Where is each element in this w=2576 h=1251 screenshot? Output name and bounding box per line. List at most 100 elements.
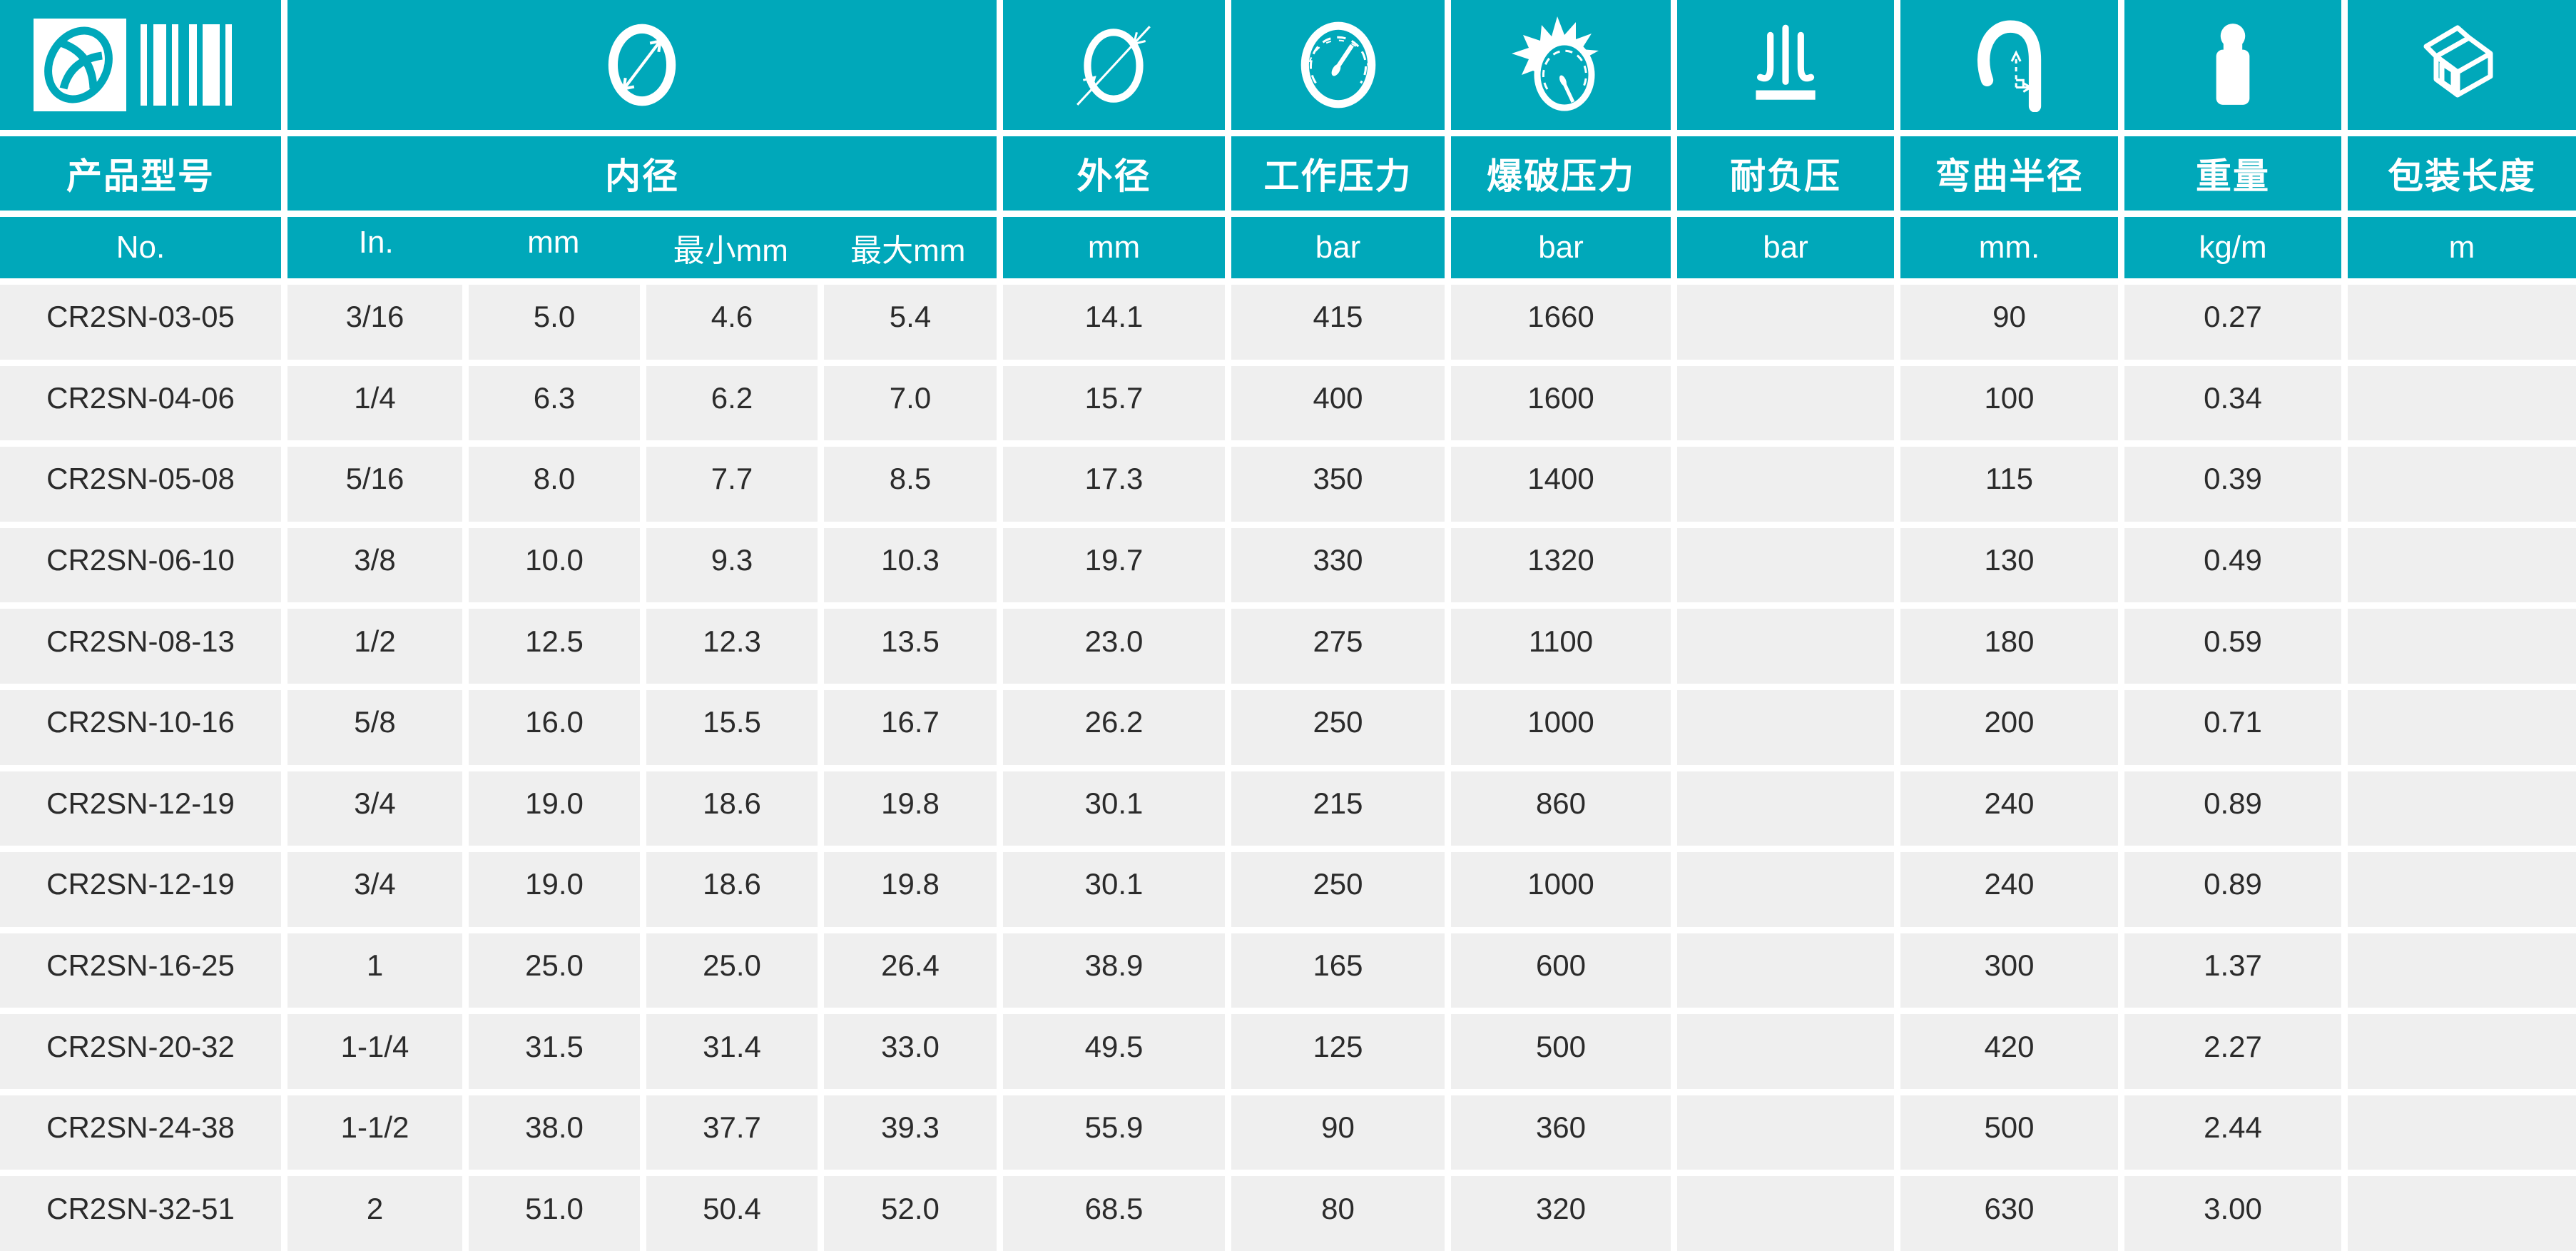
data-cell: 2.44 xyxy=(2124,1095,2341,1170)
data-cell xyxy=(1677,447,1894,522)
column-header-outer-diameter: 外径 xyxy=(1003,136,1225,211)
data-cell: 9.3 xyxy=(646,527,818,603)
data-cell xyxy=(2348,365,2576,441)
data-cell: 3/16 xyxy=(287,285,462,360)
unit-bend-radius: mm. xyxy=(1900,217,2118,278)
data-cell: 860 xyxy=(1451,771,1671,846)
data-cell: 360 xyxy=(1451,1095,1671,1170)
unit-inner-diameter-max: 最大mm xyxy=(850,233,966,268)
data-cell: 19.7 xyxy=(1003,527,1225,603)
data-cell: 300 xyxy=(1900,933,2118,1008)
data-cell: 26.2 xyxy=(1003,689,1225,765)
logo-barcode-icon xyxy=(34,19,248,111)
product-code-cell: CR2SN-12-19 xyxy=(0,852,281,927)
data-cell: 33.0 xyxy=(824,1014,997,1089)
data-cell: 275 xyxy=(1231,609,1445,684)
data-cell: 19.0 xyxy=(469,771,640,846)
unit-outer-diameter: mm xyxy=(1003,217,1225,278)
data-cell: 5/16 xyxy=(287,447,462,522)
burst-pressure-icon-cell xyxy=(1451,0,1671,130)
product-code-cell: CR2SN-20-32 xyxy=(0,1014,281,1089)
data-cell: 180 xyxy=(1900,609,2118,684)
data-cell xyxy=(2348,852,2576,927)
data-cell: 100 xyxy=(1900,365,2118,441)
data-cell: 30.1 xyxy=(1003,852,1225,927)
data-cell: 19.8 xyxy=(824,852,997,927)
data-cell: 5.4 xyxy=(824,285,997,360)
data-cell: 500 xyxy=(1900,1095,2118,1170)
data-cell: 25.0 xyxy=(469,933,640,1008)
package-icon-cell xyxy=(2348,0,2576,130)
data-cell xyxy=(2348,1176,2576,1251)
unit-inner-diameter-group: In. mm 最小mm 最大mm xyxy=(287,217,997,278)
column-header-weight: 重量 xyxy=(2124,136,2341,211)
unit-inner-diameter-mm: mm xyxy=(527,225,580,260)
data-cell xyxy=(1677,771,1894,846)
data-cell: 3.00 xyxy=(2124,1176,2341,1251)
data-cell: 26.4 xyxy=(824,933,997,1008)
data-cell: 30.1 xyxy=(1003,771,1225,846)
data-cell: 350 xyxy=(1231,447,1445,522)
data-cell: 17.3 xyxy=(1003,447,1225,522)
data-cell: 630 xyxy=(1900,1176,2118,1251)
weight-icon-cell xyxy=(2124,0,2341,130)
data-cell: 6.2 xyxy=(646,365,818,441)
column-header-bend-radius: 弯曲半径 xyxy=(1900,136,2118,211)
data-cell: 0.89 xyxy=(2124,771,2341,846)
data-cell xyxy=(1677,852,1894,927)
data-cell: 5.0 xyxy=(469,285,640,360)
package-icon xyxy=(2412,18,2512,112)
data-cell: 0.27 xyxy=(2124,285,2341,360)
data-cell: 31.5 xyxy=(469,1014,640,1089)
column-header-working-pressure: 工作压力 xyxy=(1231,136,1445,211)
product-code-cell: CR2SN-32-51 xyxy=(0,1176,281,1251)
data-cell: 0.59 xyxy=(2124,609,2341,684)
data-cell: 400 xyxy=(1231,365,1445,441)
data-cell: 0.89 xyxy=(2124,852,2341,927)
data-cell: 1100 xyxy=(1451,609,1671,684)
data-cell xyxy=(2348,933,2576,1008)
data-cell: 5/8 xyxy=(287,689,462,765)
inner-diameter-icon-cell xyxy=(287,0,997,130)
data-cell: 0.34 xyxy=(2124,365,2341,441)
data-cell: 15.7 xyxy=(1003,365,1225,441)
data-cell xyxy=(1677,1176,1894,1251)
data-cell: 13.5 xyxy=(824,609,997,684)
data-cell: 1000 xyxy=(1451,852,1671,927)
data-cell: 215 xyxy=(1231,771,1445,846)
data-cell xyxy=(2348,609,2576,684)
data-cell: 49.5 xyxy=(1003,1014,1225,1089)
data-cell xyxy=(1677,1095,1894,1170)
unit-weight: kg/m xyxy=(2124,217,2341,278)
unit-vacuum-resistance: bar xyxy=(1677,217,1894,278)
data-cell: 330 xyxy=(1231,527,1445,603)
data-cell: 19.8 xyxy=(824,771,997,846)
data-cell: 8.5 xyxy=(824,447,997,522)
data-cell: 0.49 xyxy=(2124,527,2341,603)
data-cell: 600 xyxy=(1451,933,1671,1008)
unit-inner-diameter-min: 最小mm xyxy=(673,233,788,268)
data-cell: 80 xyxy=(1231,1176,1445,1251)
data-cell: 1-1/2 xyxy=(287,1095,462,1170)
data-cell: 18.6 xyxy=(646,852,818,927)
product-code-cell: CR2SN-24-38 xyxy=(0,1095,281,1170)
data-cell xyxy=(1677,365,1894,441)
data-cell: 10.0 xyxy=(469,527,640,603)
data-cell: 125 xyxy=(1231,1014,1445,1089)
data-cell: 23.0 xyxy=(1003,609,1225,684)
data-cell: 1660 xyxy=(1451,285,1671,360)
data-cell: 1400 xyxy=(1451,447,1671,522)
data-cell: 1/4 xyxy=(287,365,462,441)
burst-pressure-icon xyxy=(1507,15,1614,115)
unit-product-model: No. xyxy=(0,217,281,278)
product-code-cell: CR2SN-12-19 xyxy=(0,771,281,846)
product-code-cell: CR2SN-03-05 xyxy=(0,285,281,360)
data-cell: 240 xyxy=(1900,852,2118,927)
product-code-cell: CR2SN-05-08 xyxy=(0,447,281,522)
data-cell: 14.1 xyxy=(1003,285,1225,360)
weight-icon xyxy=(2186,18,2280,112)
data-cell: 38.9 xyxy=(1003,933,1225,1008)
unit-burst-pressure: bar xyxy=(1451,217,1671,278)
data-cell xyxy=(1677,285,1894,360)
data-cell: 240 xyxy=(1900,771,2118,846)
